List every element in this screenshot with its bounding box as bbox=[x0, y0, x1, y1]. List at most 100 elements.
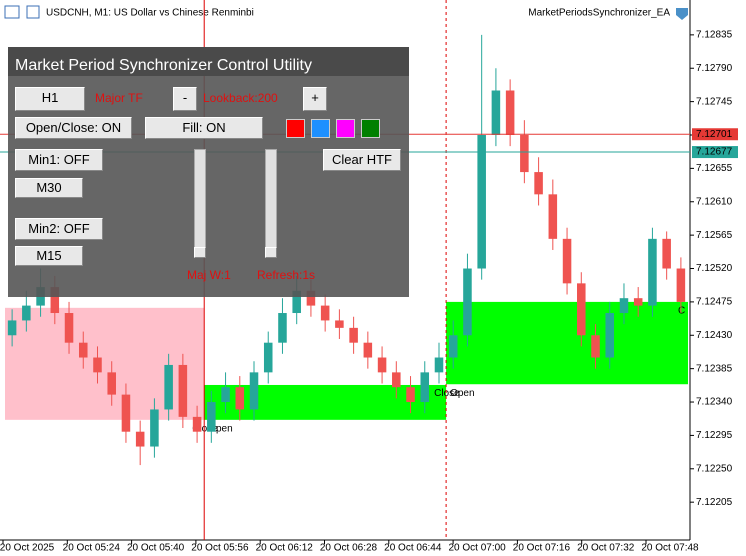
color-swatch[interactable] bbox=[361, 119, 380, 138]
bid-box bbox=[692, 128, 738, 141]
y-tick-label: 7.12430 bbox=[696, 330, 733, 341]
y-tick-label: 7.12250 bbox=[696, 463, 733, 474]
candle-body bbox=[207, 402, 216, 432]
ea-icon bbox=[676, 8, 688, 20]
candle-body bbox=[448, 335, 458, 358]
ask-label: 7.12677 bbox=[696, 147, 733, 158]
panel-title: Market Period Synchronizer Control Utili… bbox=[8, 47, 409, 76]
candle-body bbox=[363, 342, 373, 358]
min1-toggle[interactable]: Min1: OFF bbox=[15, 149, 103, 171]
clear-htf-button[interactable]: Clear HTF bbox=[323, 149, 401, 171]
zone-label: Close bbox=[434, 388, 460, 399]
candle-body bbox=[292, 290, 301, 314]
color-swatch[interactable] bbox=[286, 119, 305, 138]
color-swatch[interactable] bbox=[336, 119, 355, 138]
refresh-label: Refresh:1s bbox=[257, 268, 316, 282]
fill-toggle[interactable]: Fill: ON bbox=[145, 117, 263, 139]
candle-body bbox=[420, 372, 430, 403]
y-tick-label: 7.12475 bbox=[696, 297, 733, 308]
width-label: Maj W:1 bbox=[187, 268, 231, 282]
candle-body bbox=[306, 290, 316, 306]
x-tick-label: 20 Oct 06:12 bbox=[256, 543, 314, 554]
candle-body bbox=[93, 357, 102, 373]
candle-body bbox=[7, 320, 17, 336]
min1-tf[interactable]: M30 bbox=[15, 178, 83, 198]
x-tick-label: 20 Oct 05:40 bbox=[127, 543, 185, 554]
candle-body bbox=[633, 298, 643, 306]
symbol-title: USDCNH, M1: US Dollar vs Chinese Renminb… bbox=[46, 8, 254, 19]
lookback-minus[interactable]: - bbox=[173, 87, 197, 111]
y-tick-label: 7.12520 bbox=[696, 263, 733, 274]
candle-body bbox=[377, 357, 387, 373]
candle-body bbox=[150, 409, 159, 447]
zone-edge-label: C bbox=[678, 306, 685, 317]
ea-name: MarketPeriodsSynchronizer_EA bbox=[528, 8, 670, 19]
y-tick-label: 7.12340 bbox=[696, 397, 733, 408]
menu-icon[interactable] bbox=[4, 5, 20, 19]
candle-body bbox=[463, 268, 472, 336]
candle-body bbox=[520, 135, 529, 173]
candle-body bbox=[221, 387, 230, 403]
major-tf-label: Major TF bbox=[95, 91, 143, 105]
candle-body bbox=[605, 313, 615, 358]
y-tick-label: 7.12385 bbox=[696, 363, 733, 374]
y-tick-label: 7.12610 bbox=[696, 196, 733, 207]
period-zone bbox=[5, 307, 205, 420]
x-tick-label: 20 Oct 05:24 bbox=[63, 543, 121, 554]
candle-body bbox=[263, 342, 273, 373]
candle-body bbox=[320, 305, 330, 321]
chart-icon[interactable] bbox=[26, 5, 40, 19]
period-zone bbox=[204, 384, 447, 420]
period-zone bbox=[446, 301, 688, 385]
y-tick-label: 7.12790 bbox=[696, 63, 733, 74]
candle-body bbox=[121, 394, 131, 432]
min2-tf[interactable]: M15 bbox=[15, 246, 83, 266]
lookback-plus[interactable]: + bbox=[303, 87, 327, 111]
zone-label: Open bbox=[208, 423, 232, 434]
x-tick-label: 20 Oct 07:32 bbox=[577, 543, 635, 554]
candle-body bbox=[235, 387, 245, 410]
candle-body bbox=[562, 238, 572, 284]
major-tf-button[interactable]: H1 bbox=[15, 87, 85, 111]
candle-body bbox=[392, 372, 401, 388]
bid-label: 7.12701 bbox=[696, 129, 733, 140]
candle-body bbox=[349, 327, 358, 343]
candle-body bbox=[249, 372, 259, 410]
ask-box bbox=[692, 146, 738, 159]
width-slider[interactable] bbox=[194, 149, 206, 258]
candle-body bbox=[662, 238, 671, 269]
y-tick-label: 7.12205 bbox=[696, 497, 733, 508]
candle-body bbox=[164, 364, 173, 410]
y-tick-label: 7.12295 bbox=[696, 430, 733, 441]
y-tick-label: 7.12835 bbox=[696, 30, 733, 41]
candle-body bbox=[577, 283, 586, 336]
y-tick-label: 7.12655 bbox=[696, 163, 733, 174]
candle-body bbox=[477, 135, 486, 269]
lookback-label: Lookback:200 bbox=[203, 91, 278, 105]
candle-body bbox=[548, 194, 558, 239]
x-tick-label: 20 Oct 05:56 bbox=[191, 543, 249, 554]
zone-label: Close bbox=[192, 423, 218, 434]
refresh-slider[interactable] bbox=[265, 149, 277, 258]
candle-body bbox=[192, 416, 202, 432]
candle-body bbox=[434, 357, 444, 373]
color-swatch[interactable] bbox=[311, 119, 330, 138]
min2-toggle[interactable]: Min2: OFF bbox=[15, 218, 103, 240]
slider-thumb[interactable] bbox=[265, 247, 277, 258]
open-close-toggle[interactable]: Open/Close: ON bbox=[15, 117, 132, 139]
x-tick-label: 20 Oct 06:44 bbox=[384, 543, 442, 554]
candle-body bbox=[505, 90, 515, 135]
candle-body bbox=[406, 387, 415, 403]
candle-body bbox=[22, 305, 31, 321]
candle-body bbox=[591, 335, 600, 358]
x-tick-label: 20 Oct 07:16 bbox=[513, 543, 571, 554]
candle-body bbox=[335, 320, 344, 328]
y-tick-label: 7.12745 bbox=[696, 96, 733, 107]
candle-body bbox=[178, 364, 188, 417]
slider-thumb[interactable] bbox=[194, 247, 206, 258]
candle-body bbox=[648, 238, 657, 306]
candle-body bbox=[50, 287, 60, 314]
candle-body bbox=[135, 431, 145, 447]
